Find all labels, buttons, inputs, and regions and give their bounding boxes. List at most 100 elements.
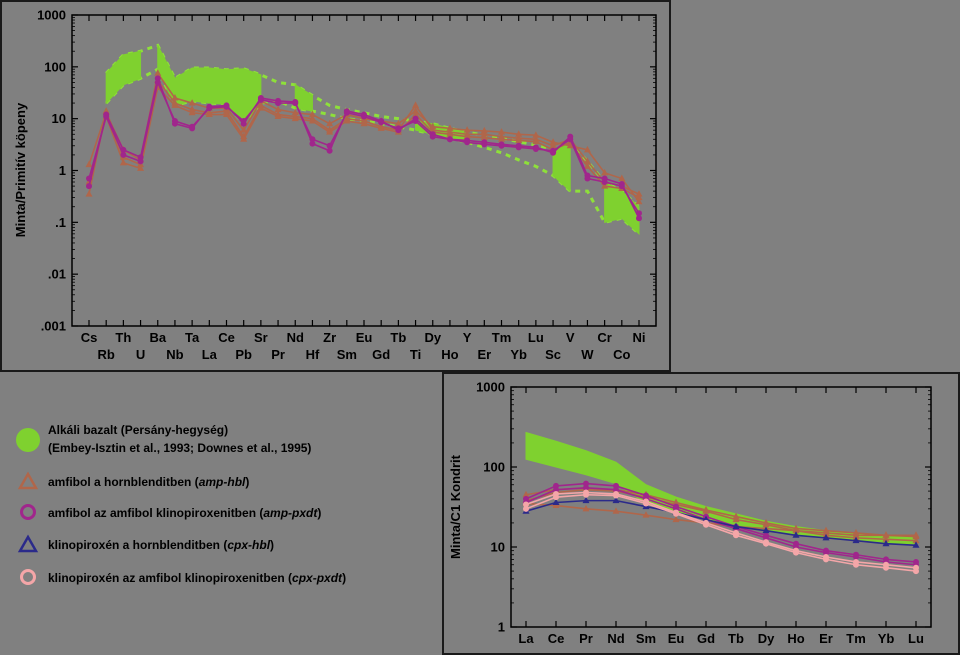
data-point [532, 131, 540, 138]
data-point [553, 486, 559, 493]
data-point [85, 160, 93, 168]
data-point [412, 110, 420, 118]
data-point [378, 119, 385, 126]
x-tick-label: La [518, 631, 534, 646]
circle-marker-icon [20, 569, 36, 585]
data-point [912, 532, 920, 540]
x-tick-label: Er [819, 631, 833, 646]
data-point [601, 178, 608, 185]
legend-item-amp-pxdt: amfibol az amfibol klinopiroxenitben (am… [20, 504, 321, 520]
data-point [612, 496, 620, 504]
data-point [326, 147, 333, 154]
data-point [583, 480, 589, 487]
x-tick-label: Sm [636, 631, 656, 646]
data-point [635, 197, 643, 205]
data-point [792, 526, 800, 534]
x-tick-label: Tm [492, 330, 512, 345]
data-point [86, 183, 92, 190]
data-point [154, 75, 161, 82]
data-point [552, 498, 560, 505]
data-point [822, 533, 830, 541]
x-tick-label: Cs [81, 330, 98, 345]
data-point [446, 136, 453, 143]
data-point [703, 519, 709, 526]
x-tick-label: Tb [390, 330, 406, 345]
data-point [912, 536, 920, 544]
data-point [762, 526, 770, 534]
data-point [464, 139, 471, 146]
series-cpx-pxdt [523, 489, 919, 571]
x-tick-label: Nb [166, 347, 183, 362]
data-point [635, 190, 643, 197]
data-point [618, 174, 626, 182]
data-point [582, 496, 590, 504]
data-point [642, 511, 650, 518]
data-point [223, 103, 230, 110]
y-axis-2: 1000 100 10 1 [476, 380, 931, 635]
y-tick-label: .001 [41, 319, 66, 334]
data-point [763, 539, 769, 546]
basalt-band-segment [105, 50, 142, 105]
data-point [613, 490, 619, 497]
data-point [792, 531, 800, 538]
legend: Alkáli bazalt (Persány-hegység) (Embey-I… [16, 423, 346, 585]
data-point [463, 132, 471, 140]
data-point [189, 123, 196, 130]
data-point [583, 145, 591, 153]
data-point [612, 507, 620, 514]
x-tick-label: Co [613, 347, 630, 362]
series-line [525, 488, 917, 542]
data-point [120, 151, 127, 158]
data-point [171, 94, 179, 101]
triangle-marker-icon [17, 471, 39, 490]
data-point [582, 504, 590, 512]
data-point [636, 210, 642, 217]
data-point [702, 507, 710, 514]
data-point [205, 110, 213, 118]
data-point [583, 162, 591, 169]
x-tick-label: Eu [356, 330, 373, 345]
legend-basalt-line2: (Embey-Isztin et al., 1993; Downes et al… [48, 441, 311, 455]
data-point [257, 104, 265, 111]
data-point [481, 141, 488, 148]
data-point [601, 168, 609, 176]
y-tick-label: .1 [55, 215, 66, 230]
data-point [733, 529, 739, 536]
legend-cpx-pxdt-label: klinopiroxén az amfibol klinopiroxenitbe… [48, 571, 346, 585]
x-tick-label: Pb [235, 347, 252, 362]
x-tick-label: Dy [424, 330, 441, 345]
data-point [171, 118, 178, 125]
data-point [480, 130, 488, 137]
data-point [882, 539, 890, 547]
data-point [732, 522, 740, 530]
x-tick-label: Zr [323, 330, 336, 345]
data-point [498, 128, 505, 135]
data-point [853, 553, 859, 560]
y-tick-label: 10 [52, 111, 66, 126]
data-point [515, 136, 523, 143]
data-point [326, 119, 334, 127]
data-point [188, 99, 196, 106]
data-point [673, 509, 679, 516]
series-line [525, 491, 917, 569]
data-point [523, 505, 529, 512]
data-point [309, 136, 316, 143]
legend-cpx-hbl-label: klinopiroxén a hornblenditben (cpx-hbl) [48, 538, 274, 552]
data-point [240, 126, 248, 133]
data-point [257, 96, 264, 103]
data-point [240, 118, 247, 125]
data-point [291, 114, 299, 122]
data-point [763, 534, 769, 541]
data-point [532, 137, 540, 145]
x-tick-label: Hf [306, 347, 320, 362]
data-point [360, 119, 368, 127]
x-tick-label: La [202, 347, 218, 362]
data-point [395, 125, 402, 132]
data-point [613, 486, 619, 493]
data-point [883, 561, 889, 568]
x-tick-label: Yb [510, 347, 527, 362]
data-point [882, 535, 890, 542]
data-point [852, 536, 860, 544]
data-point [584, 175, 591, 182]
